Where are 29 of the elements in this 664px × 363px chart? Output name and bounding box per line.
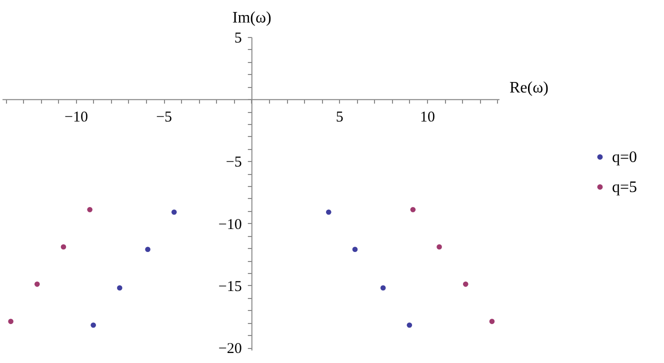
point	[90, 322, 96, 328]
y-tick-label: −15	[218, 278, 242, 295]
y-axis-title: Im(ω)	[232, 10, 272, 26]
point	[380, 285, 386, 291]
point	[406, 322, 412, 328]
point	[171, 209, 177, 215]
point	[462, 282, 468, 287]
x-tick-label: −10	[64, 110, 88, 126]
point	[34, 282, 40, 287]
point	[436, 244, 442, 250]
point	[326, 209, 332, 215]
point	[87, 207, 92, 212]
x-tick-label: −5	[156, 110, 172, 126]
point	[60, 244, 66, 250]
legend-label: q=0	[612, 149, 638, 166]
y-tick-label: −10	[218, 216, 242, 233]
point	[8, 318, 14, 324]
y-tick-label: 5	[234, 30, 242, 46]
legend-label: q=5	[612, 179, 638, 196]
point	[352, 246, 358, 252]
point	[410, 207, 416, 212]
point	[145, 246, 150, 252]
x-tick-label: 10	[420, 110, 435, 126]
point	[117, 285, 122, 291]
y-tick-label: −20	[218, 341, 242, 358]
x-tick-label: 5	[336, 110, 344, 126]
y-tick-label: −5	[226, 154, 242, 171]
x-axis-title: Re(ω)	[510, 80, 548, 97]
point	[489, 318, 495, 324]
